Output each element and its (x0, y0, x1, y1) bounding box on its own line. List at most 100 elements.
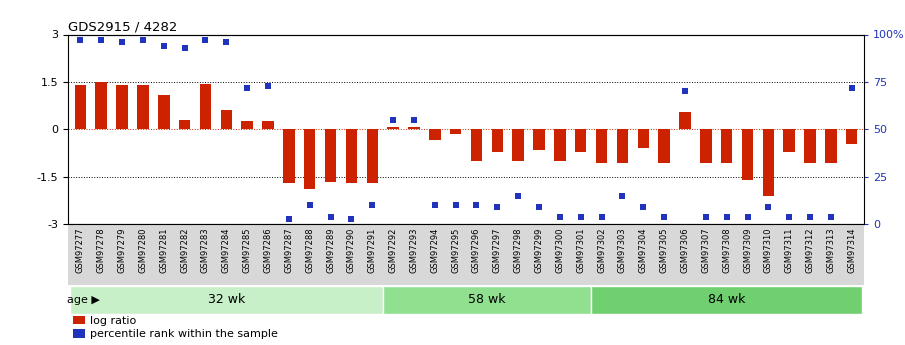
Point (219, 39, 233, 45)
Bar (70, 286, 383, 314)
Point (73, 37, 88, 43)
Bar (491, 129, 503, 151)
Point (386, 117, 400, 122)
Bar (659, 129, 670, 162)
Bar (591, 286, 862, 314)
Point (427, 203, 442, 208)
Bar (325, 129, 337, 181)
Bar (763, 129, 774, 196)
Point (678, 89, 692, 94)
Text: GSM97283: GSM97283 (201, 227, 210, 273)
Text: 58 wk: 58 wk (468, 293, 506, 306)
Text: GSM97304: GSM97304 (639, 227, 648, 273)
Bar (512, 129, 524, 161)
Text: GSM97291: GSM97291 (367, 227, 376, 273)
Bar (200, 83, 211, 129)
Point (657, 214, 672, 219)
Bar (616, 129, 628, 162)
Text: GSM97293: GSM97293 (409, 227, 418, 273)
Text: GSM97295: GSM97295 (452, 227, 460, 273)
Text: GSM97308: GSM97308 (722, 227, 731, 273)
Text: GSM97312: GSM97312 (805, 227, 814, 273)
Bar (637, 129, 649, 148)
Text: GSM97300: GSM97300 (556, 227, 565, 273)
Bar (221, 110, 232, 129)
Bar (383, 286, 591, 314)
Point (198, 37, 213, 43)
Text: GSM97282: GSM97282 (180, 227, 189, 273)
Point (761, 204, 776, 210)
Bar (387, 127, 399, 129)
Bar (179, 120, 190, 129)
Point (574, 214, 588, 219)
Text: 84 wk: 84 wk (708, 293, 746, 306)
Bar (346, 129, 357, 183)
Bar (74, 85, 86, 129)
Point (824, 214, 838, 219)
Text: GSM97297: GSM97297 (493, 227, 502, 273)
Text: GSM97281: GSM97281 (159, 227, 168, 273)
Point (636, 204, 651, 210)
Bar (408, 127, 420, 129)
Text: GSM97303: GSM97303 (618, 227, 627, 273)
Bar (471, 129, 482, 161)
Bar (846, 129, 858, 144)
Bar (283, 129, 295, 183)
Bar (138, 85, 148, 129)
Text: GSM97298: GSM97298 (514, 227, 523, 273)
Bar (367, 129, 378, 183)
Point (470, 203, 484, 208)
Point (491, 204, 505, 210)
Bar (158, 95, 169, 129)
Bar (429, 129, 441, 140)
Point (115, 39, 129, 45)
Bar (450, 129, 462, 134)
Point (323, 214, 338, 219)
Point (615, 193, 630, 199)
Bar (533, 129, 545, 150)
Text: GSM97299: GSM97299 (535, 227, 544, 273)
Text: GDS2915 / 4282: GDS2915 / 4282 (68, 20, 177, 33)
Text: GSM97294: GSM97294 (430, 227, 439, 273)
Text: GSM97305: GSM97305 (660, 227, 669, 273)
Bar (784, 129, 795, 151)
Text: GSM97277: GSM97277 (76, 227, 85, 273)
Text: GSM97279: GSM97279 (118, 227, 127, 273)
Point (281, 216, 296, 221)
Text: GSM97278: GSM97278 (97, 227, 106, 273)
Bar (262, 121, 273, 129)
Point (553, 214, 567, 219)
Bar (700, 129, 711, 162)
Bar (742, 129, 753, 180)
Text: GSM97289: GSM97289 (326, 227, 335, 273)
Bar (575, 129, 586, 151)
Point (365, 203, 379, 208)
Point (511, 193, 526, 199)
Point (844, 85, 859, 90)
Text: GSM97311: GSM97311 (785, 227, 794, 273)
Point (344, 216, 358, 221)
Point (532, 204, 547, 210)
Point (136, 37, 150, 43)
Text: GSM97310: GSM97310 (764, 227, 773, 273)
Point (94, 37, 109, 43)
Text: GSM97313: GSM97313 (826, 227, 835, 273)
Text: GSM97284: GSM97284 (222, 227, 231, 273)
Point (803, 214, 817, 219)
Point (177, 45, 192, 51)
Point (782, 214, 796, 219)
Point (261, 83, 275, 89)
Point (448, 203, 462, 208)
Text: GSM97280: GSM97280 (138, 227, 148, 273)
Text: GSM97290: GSM97290 (347, 227, 356, 273)
Text: GSM97286: GSM97286 (263, 227, 272, 273)
Point (719, 214, 734, 219)
Text: GSM97296: GSM97296 (472, 227, 481, 273)
Text: GSM97288: GSM97288 (305, 227, 314, 273)
Text: GSM97314: GSM97314 (847, 227, 856, 273)
Text: GSM97307: GSM97307 (701, 227, 710, 273)
Bar (595, 129, 607, 162)
Text: GSM97302: GSM97302 (597, 227, 606, 273)
Text: GSM97306: GSM97306 (681, 227, 690, 273)
Text: age ▶: age ▶ (68, 295, 100, 305)
